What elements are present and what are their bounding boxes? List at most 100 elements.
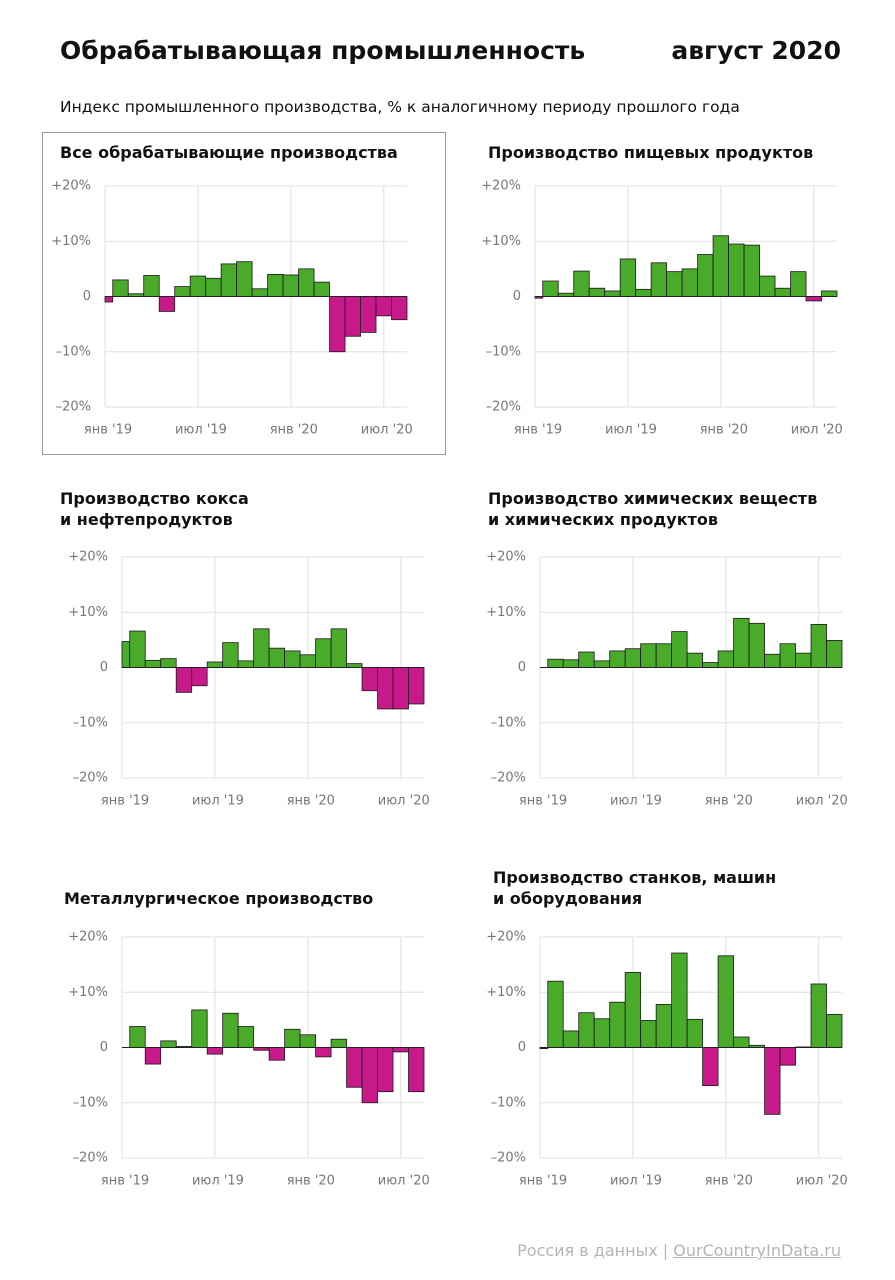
- y-tick-label: –10%: [491, 1095, 526, 1110]
- bar: [344, 296, 361, 337]
- bar: [671, 952, 688, 1048]
- bar: [624, 648, 642, 668]
- y-tick-label: +10%: [51, 234, 91, 249]
- bar: [748, 622, 765, 668]
- bar: [702, 662, 719, 668]
- y-tick-label: –20%: [56, 400, 91, 415]
- bar: [759, 275, 776, 297]
- bar: [346, 1047, 363, 1088]
- y-tick-label: +10%: [486, 985, 526, 1000]
- bar: [821, 290, 838, 297]
- bar: [346, 663, 363, 668]
- bar: [268, 647, 286, 668]
- bar: [189, 275, 207, 297]
- bar: [805, 296, 822, 302]
- x-tick-label: июл '20: [378, 794, 430, 809]
- y-tick-label: +10%: [481, 234, 521, 249]
- x-tick-label: янв '19: [84, 423, 132, 438]
- x-tick-label: июл '20: [796, 1174, 848, 1189]
- y-tick-label: –10%: [73, 1095, 108, 1110]
- panel-title: Производство станков, машин и оборудован…: [493, 868, 777, 908]
- y-tick-label: +10%: [486, 605, 526, 620]
- bar: [573, 270, 590, 297]
- x-tick-label: янв '20: [705, 1174, 753, 1189]
- bar: [104, 296, 114, 303]
- bar: [175, 667, 193, 693]
- bar: [686, 652, 704, 668]
- bar: [609, 1001, 626, 1048]
- x-tick-label: июл '19: [610, 1174, 662, 1189]
- subtitle: Индекс промышленного производства, % к а…: [60, 98, 740, 116]
- bar: [686, 1018, 704, 1048]
- y-tick-label: +20%: [68, 550, 108, 565]
- y-tick-label: –20%: [491, 771, 526, 786]
- bar: [330, 628, 347, 668]
- panel-title: Все обрабатывающие производства: [60, 143, 398, 162]
- separator: |: [662, 1241, 669, 1260]
- bar: [361, 667, 378, 692]
- bar: [733, 617, 750, 668]
- bar: [143, 275, 160, 297]
- bar: [826, 640, 843, 668]
- bar: [604, 290, 621, 297]
- link[interactable]: OurCountryInData.ru: [673, 1241, 841, 1260]
- bar: [284, 650, 301, 668]
- x-tick-label: янв '20: [705, 794, 753, 809]
- bar: [635, 288, 652, 297]
- bar: [779, 1047, 796, 1066]
- bar: [764, 653, 781, 668]
- bar: [640, 1020, 657, 1048]
- bar: [619, 258, 637, 297]
- bar: [206, 1047, 224, 1055]
- bar: [220, 263, 238, 297]
- bar: [329, 296, 346, 353]
- bar: [790, 271, 807, 297]
- bar: [251, 288, 269, 297]
- bar: [222, 1012, 239, 1048]
- panel-title: Производство кокса и нефтепродуктов: [60, 489, 249, 529]
- panel-title: Производство химических веществ и химиче…: [488, 489, 818, 529]
- x-tick-label: июл '20: [796, 794, 848, 809]
- bar: [112, 279, 129, 297]
- y-tick-label: +20%: [486, 930, 526, 945]
- bar: [315, 1047, 332, 1058]
- bar: [284, 1028, 301, 1048]
- y-tick-label: 0: [518, 660, 526, 675]
- bar: [728, 243, 745, 297]
- x-tick-label: июл '20: [791, 423, 843, 438]
- panel-title: Производство пищевых продуктов: [488, 143, 814, 162]
- bar: [377, 667, 394, 710]
- y-tick-label: –10%: [491, 715, 526, 730]
- bar: [299, 1034, 316, 1048]
- bar: [206, 661, 224, 668]
- x-tick-label: янв '19: [519, 794, 567, 809]
- bar: [267, 273, 284, 297]
- highlight-frame: [42, 132, 446, 455]
- panel-title: Металлургическое производство: [64, 889, 374, 908]
- bar: [609, 650, 626, 668]
- bar: [377, 1047, 394, 1093]
- x-tick-label: июл '19: [610, 794, 662, 809]
- x-tick-label: янв '19: [514, 423, 562, 438]
- y-tick-label: –20%: [486, 400, 521, 415]
- bar: [392, 1047, 409, 1053]
- bar: [779, 643, 796, 668]
- bar: [697, 254, 714, 297]
- y-tick-label: +20%: [68, 930, 108, 945]
- bar: [650, 262, 668, 297]
- bar: [593, 660, 611, 668]
- bar: [408, 667, 425, 705]
- bar: [562, 1030, 580, 1048]
- y-tick-label: +20%: [486, 550, 526, 565]
- bar: [743, 244, 760, 297]
- bar: [593, 1018, 611, 1048]
- bar: [160, 658, 177, 668]
- bar: [408, 1047, 425, 1093]
- bar: [671, 631, 688, 668]
- bar: [191, 1009, 208, 1048]
- bar: [158, 296, 176, 312]
- bar: [810, 624, 827, 668]
- bar: [717, 650, 734, 668]
- bar: [160, 1040, 177, 1048]
